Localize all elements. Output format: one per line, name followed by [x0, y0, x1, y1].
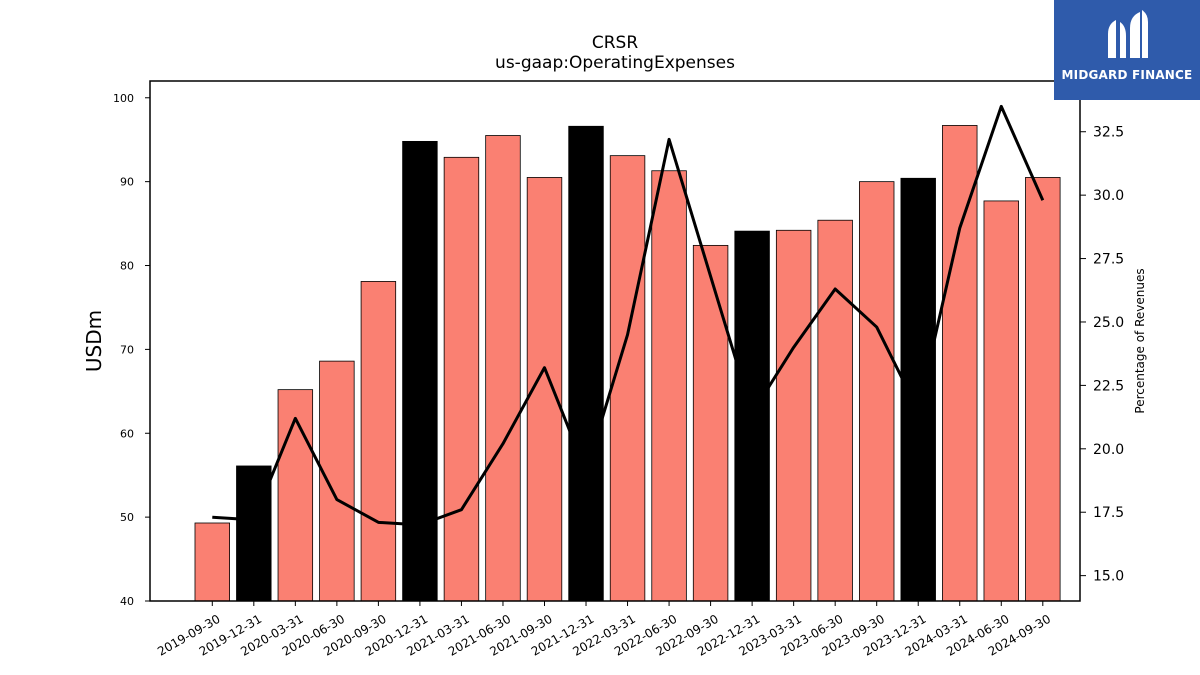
bar-2022-12-31	[734, 230, 770, 602]
bar-2023-09-30	[858, 181, 895, 602]
midgard-finance-logo: MIDGARD FINANCE	[1054, 0, 1200, 100]
bar-2020-09-30	[360, 281, 397, 602]
y-tick-label: 90	[120, 176, 134, 189]
y-tick-label: 50	[120, 511, 134, 524]
bar-2021-03-31	[443, 156, 480, 602]
y2-tick-label: 32.5	[1093, 125, 1124, 141]
bar-2020-12-31	[402, 140, 438, 602]
y2-tick-label: 25.0	[1093, 315, 1124, 331]
y2-axis-label: Percentage of Revenues	[1133, 268, 1147, 413]
y-tick-label: 40	[120, 595, 134, 608]
y-tick-label: 60	[120, 427, 134, 440]
bar-2020-03-31	[277, 389, 314, 602]
y2-tick-label: 27.5	[1093, 252, 1124, 268]
y-axis-label: USDm	[82, 310, 106, 372]
logo-mark-icon	[1108, 10, 1148, 58]
bar-2021-12-31	[568, 125, 604, 602]
bar-2022-03-31	[609, 155, 646, 602]
y2-tick-label: 15.0	[1093, 569, 1124, 585]
bar-2024-09-30	[1025, 177, 1061, 602]
bar-2019-09-30	[194, 522, 230, 602]
plot-frame	[149, 80, 1081, 602]
bar-2022-06-30	[651, 170, 687, 602]
chart-title: CRSR	[592, 33, 638, 53]
chart-subtitle: us-gaap:OperatingExpenses	[495, 53, 735, 73]
y2-tick-label: 20.0	[1093, 442, 1124, 458]
y-tick-label: 70	[120, 343, 134, 356]
y-tick-label: 100	[113, 92, 134, 105]
y2-tick-label: 17.5	[1093, 505, 1124, 521]
y2-tick-label: 30.0	[1093, 188, 1124, 204]
bar-2019-12-31	[236, 465, 272, 602]
logo-text: MIDGARD FINANCE	[1061, 68, 1193, 82]
bar-2024-03-31	[942, 125, 978, 602]
y2-tick-label: 22.5	[1093, 378, 1124, 394]
bar-2023-06-30	[817, 219, 853, 602]
bar-2020-06-30	[319, 360, 355, 602]
percent-of-revenues-line	[212, 104, 1045, 527]
bar-2023-03-31	[775, 229, 812, 602]
y-tick-label: 80	[120, 260, 134, 273]
bar-2024-06-30	[983, 200, 1019, 602]
bar-2021-06-30	[485, 135, 521, 602]
bar-2022-09-30	[692, 244, 729, 602]
